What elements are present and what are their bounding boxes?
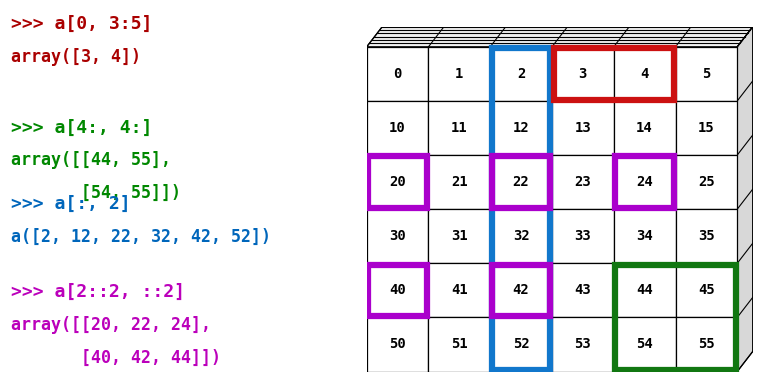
Bar bbox=[552, 101, 614, 155]
Text: 21: 21 bbox=[451, 175, 468, 189]
Bar bbox=[368, 265, 427, 316]
Bar bbox=[367, 47, 428, 101]
Bar bbox=[552, 318, 614, 372]
Text: 32: 32 bbox=[513, 229, 530, 243]
Bar bbox=[676, 263, 737, 318]
Bar bbox=[614, 318, 676, 372]
Text: 20: 20 bbox=[389, 175, 406, 189]
Text: >>> a[:, 2]: >>> a[:, 2] bbox=[11, 195, 130, 213]
Text: 51: 51 bbox=[451, 337, 468, 352]
Text: 40: 40 bbox=[389, 283, 406, 297]
Bar bbox=[676, 155, 737, 209]
Bar bbox=[552, 209, 614, 263]
Text: 13: 13 bbox=[574, 121, 591, 135]
Text: 41: 41 bbox=[451, 283, 468, 297]
Text: 1: 1 bbox=[455, 67, 463, 81]
Bar bbox=[490, 318, 552, 372]
Text: >>> a[2::2, ::2]: >>> a[2::2, ::2] bbox=[11, 283, 185, 301]
Polygon shape bbox=[737, 27, 753, 372]
Bar bbox=[367, 101, 428, 155]
Bar bbox=[676, 101, 737, 155]
Bar bbox=[367, 318, 428, 372]
Text: 25: 25 bbox=[698, 175, 715, 189]
Text: 12: 12 bbox=[513, 121, 530, 135]
Text: 33: 33 bbox=[574, 229, 591, 243]
Bar bbox=[492, 48, 550, 370]
Text: a([2, 12, 22, 32, 42, 52]): a([2, 12, 22, 32, 42, 52]) bbox=[11, 228, 271, 246]
Text: 10: 10 bbox=[389, 121, 406, 135]
Bar bbox=[552, 263, 614, 318]
Bar bbox=[428, 209, 490, 263]
Bar bbox=[676, 209, 737, 263]
Bar bbox=[614, 101, 676, 155]
Text: array([[44, 55],: array([[44, 55], bbox=[11, 151, 171, 169]
Text: array([3, 4]): array([3, 4]) bbox=[11, 48, 141, 66]
Bar bbox=[615, 265, 736, 370]
Text: 4: 4 bbox=[641, 67, 648, 81]
Bar bbox=[368, 156, 427, 208]
Text: 43: 43 bbox=[574, 283, 591, 297]
Text: >>> a[4:, 4:]: >>> a[4:, 4:] bbox=[11, 119, 152, 137]
Bar bbox=[552, 155, 614, 209]
Bar bbox=[367, 263, 428, 318]
Bar bbox=[490, 101, 552, 155]
Bar bbox=[367, 155, 428, 209]
Bar bbox=[428, 318, 490, 372]
Bar bbox=[490, 209, 552, 263]
Text: 23: 23 bbox=[574, 175, 591, 189]
Text: 42: 42 bbox=[513, 283, 530, 297]
Text: 5: 5 bbox=[703, 67, 710, 81]
Text: 54: 54 bbox=[636, 337, 653, 352]
Text: 30: 30 bbox=[389, 229, 406, 243]
Text: 45: 45 bbox=[698, 283, 715, 297]
Bar bbox=[490, 47, 552, 101]
Bar bbox=[614, 47, 676, 101]
Text: 2: 2 bbox=[517, 67, 525, 81]
Text: 11: 11 bbox=[451, 121, 468, 135]
Bar bbox=[676, 47, 737, 101]
Text: 44: 44 bbox=[636, 283, 653, 297]
Text: >>> a[0, 3:5]: >>> a[0, 3:5] bbox=[11, 15, 152, 33]
Bar bbox=[615, 156, 674, 208]
Text: [40, 42, 44]]): [40, 42, 44]]) bbox=[11, 349, 221, 367]
Bar bbox=[492, 265, 550, 316]
Text: 53: 53 bbox=[574, 337, 591, 352]
Bar bbox=[492, 156, 550, 208]
Text: 0: 0 bbox=[394, 67, 401, 81]
Text: array([[20, 22, 24],: array([[20, 22, 24], bbox=[11, 316, 211, 334]
Text: 3: 3 bbox=[579, 67, 587, 81]
Bar bbox=[614, 263, 676, 318]
Text: 34: 34 bbox=[636, 229, 653, 243]
Bar bbox=[367, 209, 428, 263]
Bar bbox=[428, 101, 490, 155]
Bar bbox=[552, 47, 614, 101]
Text: 55: 55 bbox=[698, 337, 715, 352]
Bar bbox=[428, 155, 490, 209]
Text: [54, 55]]): [54, 55]]) bbox=[11, 184, 181, 202]
Text: 31: 31 bbox=[451, 229, 468, 243]
Bar bbox=[490, 155, 552, 209]
Text: 15: 15 bbox=[698, 121, 715, 135]
Bar bbox=[428, 47, 490, 101]
Bar bbox=[554, 48, 674, 100]
Text: 14: 14 bbox=[636, 121, 653, 135]
Text: 24: 24 bbox=[636, 175, 653, 189]
Bar bbox=[490, 263, 552, 318]
Polygon shape bbox=[367, 27, 753, 47]
Bar bbox=[676, 318, 737, 372]
Text: 22: 22 bbox=[513, 175, 530, 189]
Bar bbox=[614, 209, 676, 263]
Text: 52: 52 bbox=[513, 337, 530, 352]
Bar bbox=[428, 263, 490, 318]
Text: 35: 35 bbox=[698, 229, 715, 243]
Bar bbox=[614, 155, 676, 209]
Text: 50: 50 bbox=[389, 337, 406, 352]
